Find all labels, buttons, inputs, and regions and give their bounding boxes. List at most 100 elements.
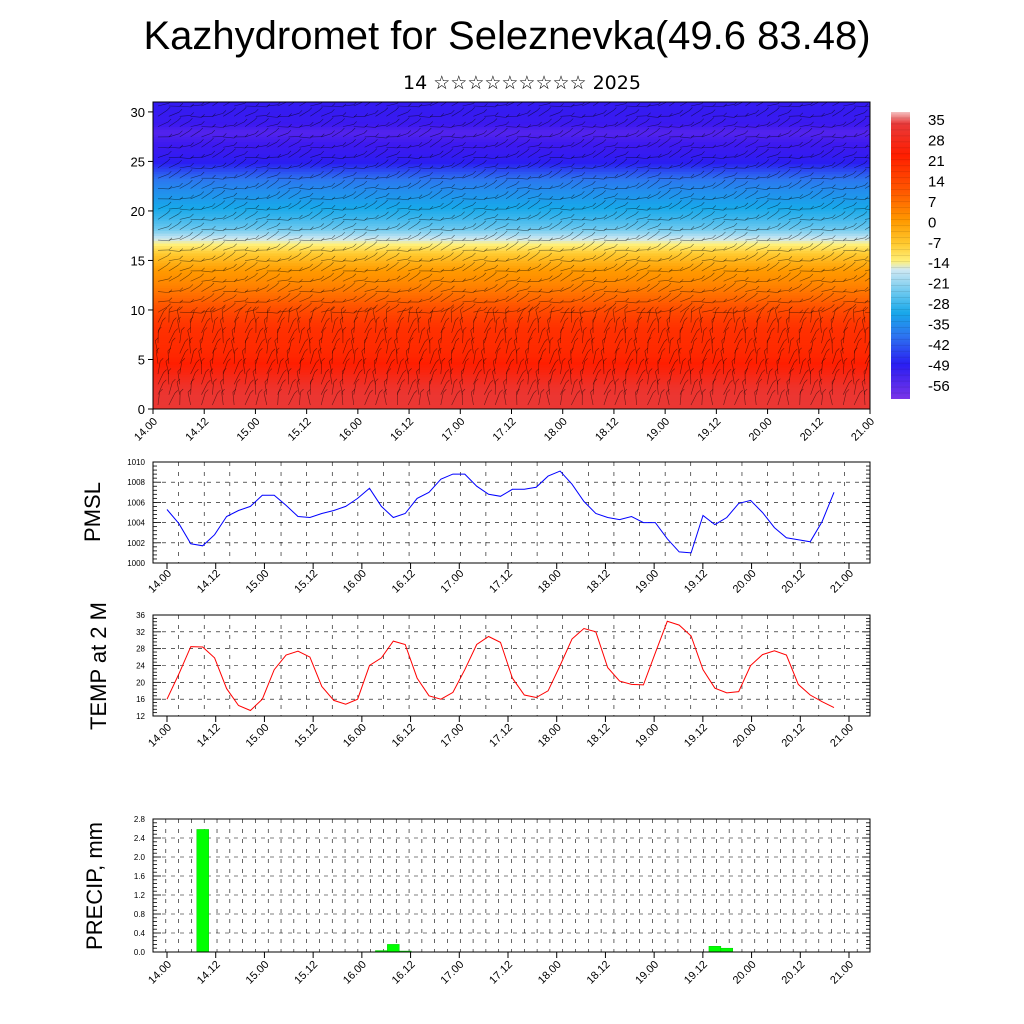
wind-barb-flag <box>723 357 728 362</box>
wind-barb <box>516 295 527 303</box>
wind-barb <box>451 124 463 127</box>
wind-barb <box>462 278 474 282</box>
wind-barb-flag <box>287 180 291 185</box>
wind-barb <box>418 298 430 303</box>
wind-barb <box>288 203 299 210</box>
wind-barb-flag <box>402 307 407 312</box>
wind-barb <box>342 233 353 241</box>
wind-barb-flag <box>580 138 585 143</box>
wind-barb <box>212 113 224 117</box>
wind-barb-flag <box>560 205 564 209</box>
wind-barb-flag <box>516 113 521 117</box>
wind-barb-flag <box>212 99 215 102</box>
wind-barb <box>255 330 261 344</box>
wind-barb-flag <box>178 272 182 277</box>
wind-barb-flag <box>579 378 583 383</box>
wind-barb-flag <box>765 159 770 163</box>
temperature-band <box>153 175 870 180</box>
wind-barb <box>177 371 181 385</box>
wind-barb <box>625 146 637 149</box>
wind-barb <box>397 361 402 375</box>
wind-barb <box>669 255 679 261</box>
wind-barb-flag <box>299 184 303 188</box>
wind-barb <box>644 350 648 364</box>
wind-barb <box>527 195 539 200</box>
colorbar <box>891 112 910 399</box>
wind-barb <box>408 223 418 230</box>
wind-barb-flag <box>504 138 509 143</box>
wind-barb <box>840 350 844 364</box>
wind-barb-flag <box>852 303 857 308</box>
wind-barb-flag <box>851 358 855 362</box>
wind-barb-flag <box>635 160 639 164</box>
wind-barb <box>571 260 583 262</box>
wind-barb <box>592 151 603 158</box>
wind-barb-flag <box>364 225 368 230</box>
wind-barb <box>788 274 799 282</box>
wind-barb <box>549 146 561 149</box>
wind-barb-flag <box>734 153 738 157</box>
wind-barb <box>244 330 250 344</box>
wind-barb <box>655 371 659 385</box>
wind-barb <box>864 249 870 251</box>
wind-barb-flag <box>691 306 695 310</box>
wind-barb-flag <box>179 255 183 260</box>
wind-barb <box>777 105 789 107</box>
wind-barb <box>658 133 669 138</box>
wind-barb <box>711 319 714 333</box>
wind-barb <box>308 319 311 333</box>
wind-barb <box>647 382 654 395</box>
wind-barb <box>788 182 799 189</box>
wind-barb <box>179 157 191 159</box>
wind-barb-flag <box>168 306 173 310</box>
wind-barb-flag <box>418 103 423 108</box>
wind-barb-flag <box>259 389 263 393</box>
wind-barb-flag <box>505 273 509 278</box>
wind-barb-flag <box>363 150 368 155</box>
wind-barb <box>516 244 527 251</box>
wind-barb-flag <box>612 358 616 362</box>
wind-barb <box>168 120 179 127</box>
wind-barb <box>560 197 572 200</box>
wind-barb-flag <box>744 202 749 207</box>
wind-barb-flag <box>743 189 747 193</box>
wind-barb-flag <box>467 338 471 342</box>
wind-barb <box>212 255 223 261</box>
wind-barb <box>712 157 724 159</box>
wind-barb <box>418 130 429 138</box>
wind-barb <box>277 310 284 323</box>
wind-barb <box>451 162 462 169</box>
wind-barb <box>310 146 322 149</box>
wind-barb <box>179 287 191 292</box>
wind-barb <box>666 392 670 406</box>
wind-barb-flag <box>754 148 758 152</box>
wind-barb-flag <box>254 261 258 266</box>
wind-barb <box>592 193 603 200</box>
wind-barb <box>179 361 183 375</box>
wind-barb <box>745 217 757 220</box>
wind-barb <box>788 267 800 272</box>
wind-barb <box>407 393 415 406</box>
wind-barb <box>364 255 375 261</box>
wind-barb <box>516 177 528 180</box>
wind-barb <box>701 361 704 375</box>
wind-barb <box>168 340 173 354</box>
wind-barb-flag <box>232 107 236 111</box>
wind-barb <box>266 246 278 251</box>
wind-barb <box>560 372 567 385</box>
wind-barb-flag <box>293 317 297 322</box>
wind-barb <box>320 223 331 230</box>
wind-barb-flag <box>244 237 249 242</box>
wind-barb <box>810 153 821 158</box>
wind-barb <box>418 174 430 179</box>
wind-barb-flag <box>472 118 476 123</box>
wind-barb-flag <box>190 206 194 211</box>
wind-barb-flag <box>297 200 302 204</box>
wind-barb <box>658 192 668 200</box>
wind-barb-flag <box>220 378 224 383</box>
wind-barb-flag <box>395 303 400 308</box>
wind-barb-flag <box>723 155 727 159</box>
wind-barb <box>614 161 625 169</box>
wind-barb <box>690 331 698 344</box>
wind-barb <box>418 341 426 354</box>
